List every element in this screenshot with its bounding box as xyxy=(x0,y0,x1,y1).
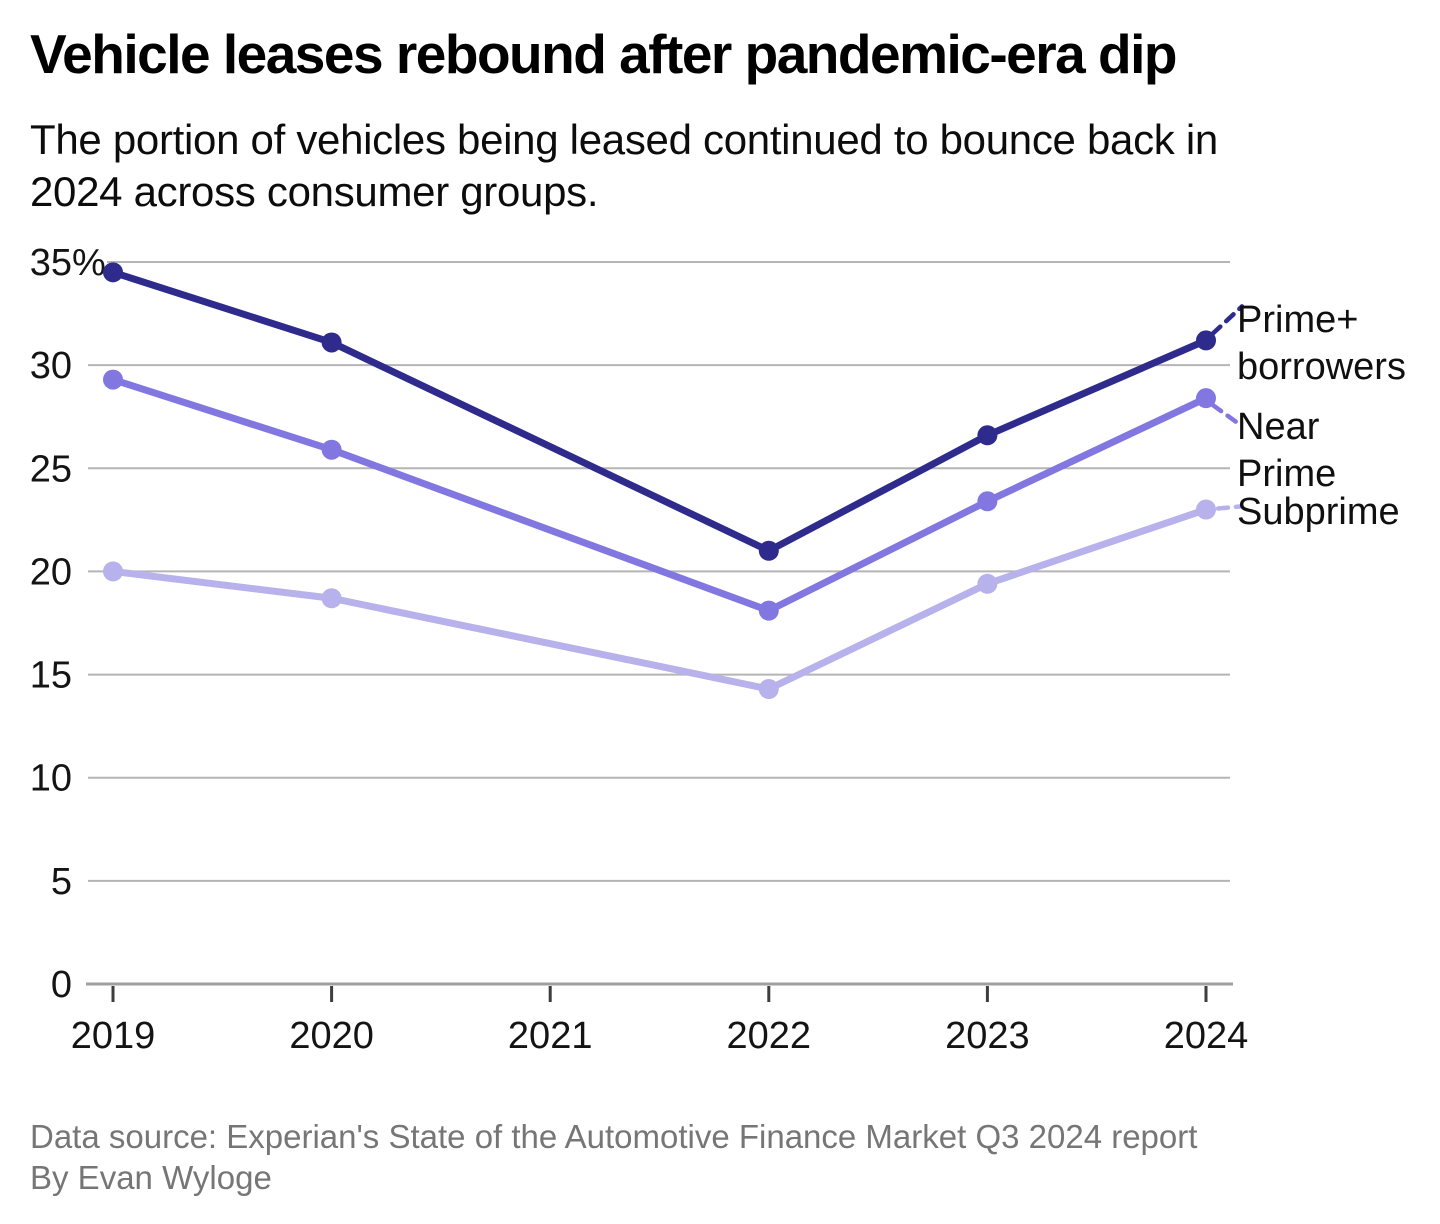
data-point-near-prime xyxy=(321,439,342,460)
x-axis-tick-label: 2023 xyxy=(945,1015,1030,1057)
y-axis-tick-label: 15 xyxy=(30,655,72,697)
y-axis-tick-label: 5 xyxy=(51,861,72,903)
data-point-prime-borrowers xyxy=(977,425,998,446)
label-leader-prime-borrowers xyxy=(1210,304,1245,336)
x-axis-tick-label: 2019 xyxy=(71,1015,156,1057)
chart-subtitle-line1: The portion of vehicles being leased con… xyxy=(30,116,1218,163)
y-axis-tick-label: 20 xyxy=(30,551,72,593)
label-leader-subprime xyxy=(1215,504,1243,511)
data-point-subprime xyxy=(977,573,998,594)
series-line-prime-borrowers xyxy=(109,268,1210,555)
data-point-prime-borrowers xyxy=(758,540,779,561)
x-axis-tick-label: 2021 xyxy=(508,1015,593,1057)
y-axis-tick-label: 35 xyxy=(30,242,72,284)
x-axis-tick-label: 2022 xyxy=(727,1015,812,1057)
series-label-prime-plus-borrowers: Prime+ borrowers xyxy=(1237,299,1406,388)
data-point-subprime xyxy=(1196,499,1216,520)
data-point-near-prime xyxy=(103,369,123,390)
chart-subtitle: The portion of vehicles being leased con… xyxy=(30,114,1430,218)
chart-title: Vehicle leases rebound after pandemic-er… xyxy=(30,23,1178,85)
series-line-subprime xyxy=(109,506,1210,693)
y-axis-tick-label: 10 xyxy=(30,758,72,800)
chart-footer: Data source: Experian's State of the Aut… xyxy=(30,1116,1430,1198)
data-point-subprime xyxy=(103,561,123,582)
data-point-near-prime xyxy=(758,600,779,621)
y-axis-percent-sign: % xyxy=(72,242,106,284)
y-axis-tick-label: 30 xyxy=(30,345,72,387)
y-axis-tick-label: 0 xyxy=(51,964,72,1006)
series-label-subprime: Subprime xyxy=(1237,491,1400,533)
data-point-prime-borrowers xyxy=(103,262,123,283)
data-point-subprime xyxy=(758,679,779,700)
data-point-prime-borrowers xyxy=(321,332,342,353)
x-axis-tick-label: 2020 xyxy=(289,1015,374,1057)
data-point-near-prime xyxy=(1196,388,1216,409)
label-leader-near-prime xyxy=(1210,402,1245,429)
data-source-note: Data source: Experian's State of the Aut… xyxy=(30,1118,1198,1155)
x-axis-tick-label: 2024 xyxy=(1164,1015,1249,1057)
byline: By Evan Wyloge xyxy=(30,1159,272,1196)
y-axis-tick-label: 25 xyxy=(30,448,72,490)
series-label-near-prime: Near Prime xyxy=(1237,406,1337,495)
chart-subtitle-line2: 2024 across consumer groups. xyxy=(30,168,599,215)
data-point-subprime xyxy=(321,588,342,609)
data-point-prime-borrowers xyxy=(1196,330,1216,351)
data-point-near-prime xyxy=(977,491,998,512)
